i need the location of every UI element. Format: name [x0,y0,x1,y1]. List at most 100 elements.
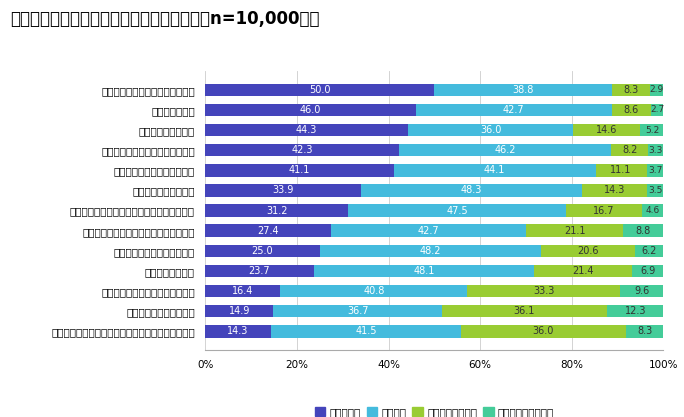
Text: 41.1: 41.1 [289,165,310,175]
Bar [205,204,348,217]
Text: 11.1: 11.1 [610,165,632,175]
Bar [442,305,607,317]
Text: 36.0: 36.0 [480,125,501,135]
Bar [632,265,664,277]
Bar [596,164,646,176]
Text: 4.6: 4.6 [646,206,660,215]
Bar [205,124,408,136]
Text: 48.2: 48.2 [419,246,441,256]
Bar [611,104,651,116]
Text: 14.3: 14.3 [604,186,625,196]
Bar [205,104,416,116]
Text: 2.9: 2.9 [650,85,664,94]
Text: 5.2: 5.2 [645,126,659,135]
Bar [640,124,664,136]
Bar [582,184,648,197]
Bar [534,265,632,277]
Text: 36.0: 36.0 [533,327,554,337]
Bar [205,265,314,277]
Text: 33.9: 33.9 [272,186,293,196]
Bar [408,124,573,136]
Text: 46.0: 46.0 [300,105,321,115]
Bar [467,285,620,297]
Text: 36.7: 36.7 [347,306,368,316]
Text: 42.7: 42.7 [418,226,439,236]
Bar [205,83,434,96]
Text: 48.1: 48.1 [413,266,435,276]
Bar [205,305,274,317]
Bar [623,224,663,237]
Bar [646,164,663,176]
Bar [314,265,534,277]
Bar [205,164,393,176]
Text: 31.2: 31.2 [266,206,287,216]
Text: 33.3: 33.3 [533,286,554,296]
Text: 8.3: 8.3 [637,327,653,337]
Text: 3.5: 3.5 [648,186,663,195]
Bar [205,224,331,237]
Text: 16.7: 16.7 [594,206,615,216]
Bar [573,124,640,136]
Bar [566,204,642,217]
Bar [434,83,612,96]
Text: 14.3: 14.3 [227,327,249,337]
Text: 36.1: 36.1 [514,306,535,316]
Bar [205,144,399,156]
Bar [205,184,360,197]
Text: 6.9: 6.9 [640,266,656,276]
Bar [607,305,663,317]
Text: 3.3: 3.3 [648,146,663,155]
Text: 50.0: 50.0 [309,85,330,95]
Text: 2.7: 2.7 [650,106,664,114]
Bar [540,245,635,257]
Text: 16.4: 16.4 [232,286,254,296]
Text: 23.7: 23.7 [249,266,270,276]
Text: 47.5: 47.5 [446,206,468,216]
Bar [461,325,626,338]
Text: 14.9: 14.9 [228,306,250,316]
Text: 21.4: 21.4 [573,266,594,276]
Text: 6.2: 6.2 [642,246,657,256]
Text: 42.3: 42.3 [291,145,313,155]
Text: 44.1: 44.1 [484,165,505,175]
Bar [331,224,527,237]
Text: 25.0: 25.0 [252,246,274,256]
Bar [648,184,663,197]
Bar [205,245,319,257]
Bar [611,144,648,156]
Bar [612,83,650,96]
Text: 40.8: 40.8 [363,286,384,296]
Bar [205,325,271,338]
Text: 8.6: 8.6 [624,105,639,115]
Text: 46.2: 46.2 [494,145,516,155]
Text: 図表　仕事を選択する際に重要視する観点（n=10,000人）: 図表 仕事を選択する際に重要視する観点（n=10,000人） [10,10,319,28]
Bar [651,104,663,116]
Bar [360,184,582,197]
Bar [271,325,461,338]
Bar [348,204,566,217]
Bar [626,325,664,338]
Bar [393,164,596,176]
Bar [648,144,663,156]
Text: 20.6: 20.6 [577,246,598,256]
Text: 27.4: 27.4 [257,226,279,236]
Bar [635,245,663,257]
Bar [319,245,540,257]
Bar [650,83,663,96]
Text: 9.6: 9.6 [634,286,650,296]
Text: 12.3: 12.3 [624,306,646,316]
Text: 41.5: 41.5 [355,327,377,337]
Text: 3.7: 3.7 [648,166,662,175]
Bar [280,285,467,297]
Bar [527,224,623,237]
Bar [620,285,664,297]
Text: 8.8: 8.8 [635,226,651,236]
Text: 44.3: 44.3 [296,125,317,135]
Bar [274,305,442,317]
Text: 21.1: 21.1 [564,226,586,236]
Bar [399,144,611,156]
Text: 42.7: 42.7 [503,105,525,115]
Legend: とても重要, まあ重要, あまり重要でない, まったく重要でない: とても重要, まあ重要, あまり重要でない, まったく重要でない [311,403,558,417]
Text: 14.6: 14.6 [596,125,618,135]
Text: 48.3: 48.3 [460,186,482,196]
